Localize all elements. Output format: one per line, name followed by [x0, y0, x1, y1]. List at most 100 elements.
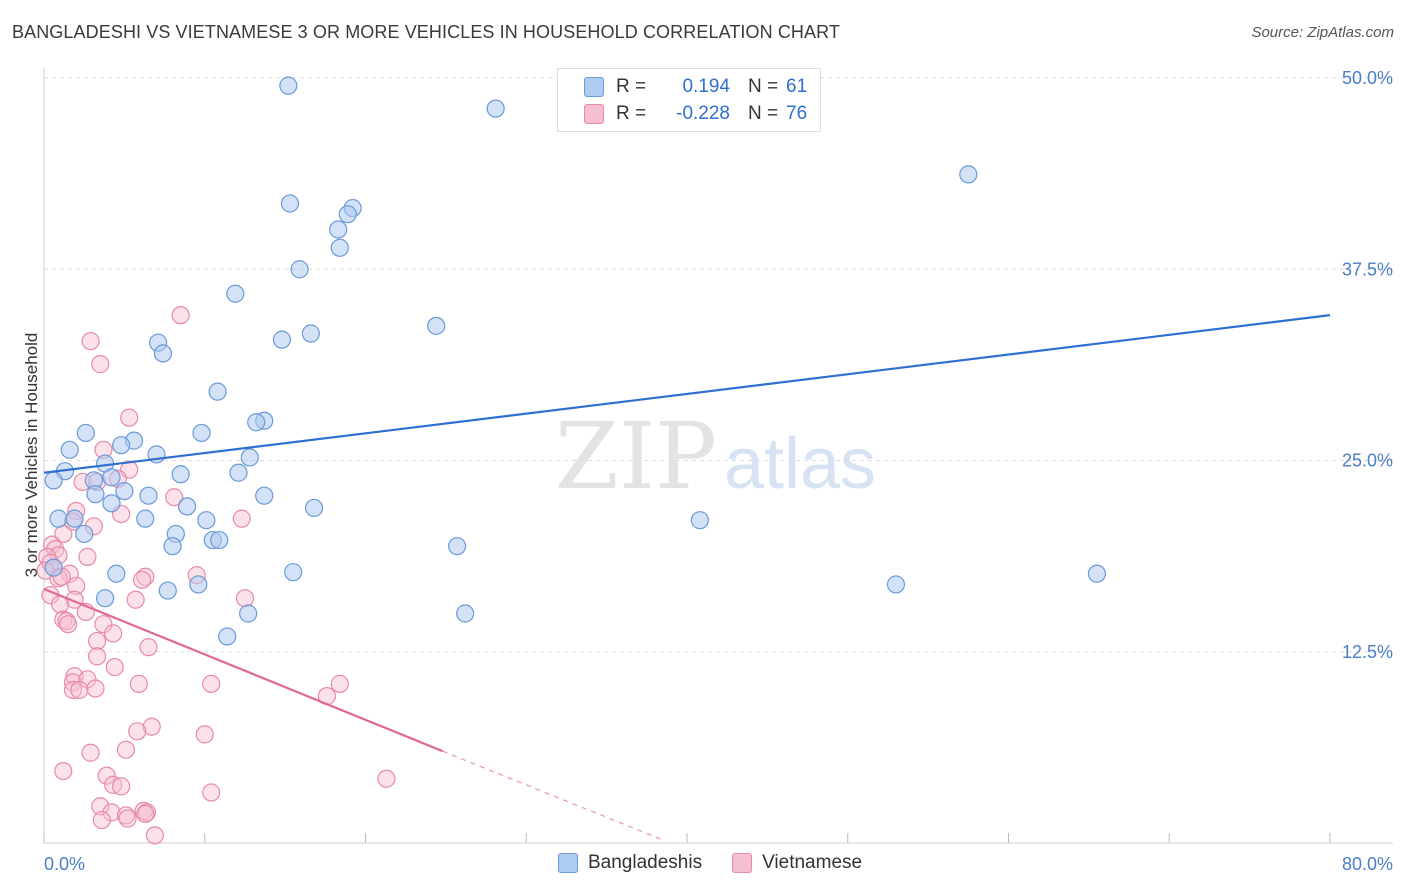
- x-axis-ticks: [43, 833, 1331, 843]
- vietnamese-point: [126, 590, 145, 609]
- bangladeshi-point: [456, 604, 475, 623]
- vietnamese-point: [87, 631, 107, 651]
- bangladeshi-point: [49, 509, 68, 528]
- bangladeshi-point: [95, 589, 115, 608]
- bangladeshi-point: [886, 575, 906, 594]
- r-label: R =: [616, 76, 647, 97]
- bangladeshi-point: [189, 575, 208, 594]
- vietnamese-trend-line: [43, 588, 444, 753]
- blue-swatch: [558, 853, 578, 873]
- vietnamese-points: [36, 306, 396, 845]
- vietnamese-point: [87, 647, 107, 666]
- source-label: Source: ZipAtlas.com: [1251, 24, 1394, 41]
- vietnamese-point: [120, 408, 139, 427]
- bangladeshi-point: [60, 440, 79, 459]
- blue-swatch: [584, 77, 604, 97]
- y-tick-label: 25.0%: [1342, 451, 1393, 471]
- bangladeshi-point: [197, 511, 216, 530]
- vietnamese-point: [132, 570, 152, 589]
- bangladeshi-point: [115, 482, 134, 501]
- legend-row-bangladeshi: R = 0.194 N = 61: [584, 74, 807, 100]
- vietnamese-point: [54, 761, 73, 781]
- y-tick-label: 50.0%: [1342, 68, 1393, 88]
- bangladeshi-point: [218, 627, 237, 646]
- bangladeshi-point: [86, 485, 105, 504]
- vietnamese-point: [195, 725, 214, 744]
- vietnamese-point: [63, 680, 83, 700]
- vietnamese-point: [104, 624, 123, 643]
- vietnamese-point: [92, 810, 111, 830]
- r-value: 0.194: [682, 76, 730, 97]
- vietnamese-point: [97, 766, 116, 785]
- bangladeshi-point: [255, 486, 274, 505]
- bangladeshi-point: [153, 344, 173, 363]
- vietnamese-point: [142, 717, 161, 736]
- vietnamese-point: [128, 722, 147, 741]
- bangladeshi-point: [239, 604, 258, 623]
- vietnamese-point: [136, 567, 155, 586]
- bangladeshi-point: [448, 537, 467, 556]
- bangladeshi-point: [690, 511, 709, 530]
- r-value: -0.228: [676, 103, 730, 124]
- vietnamese-point: [86, 679, 105, 698]
- legend-item-bangladeshis[interactable]: Bangladeshis: [558, 852, 702, 874]
- vietnamese-point: [116, 806, 136, 825]
- legend: R = 0.194 N = 61 R = -0.228 N = 76: [557, 68, 821, 132]
- vietnamese-point: [67, 576, 86, 596]
- vietnamese-point: [102, 803, 121, 822]
- pink-swatch: [584, 104, 604, 124]
- bangladeshi-point: [226, 284, 245, 303]
- bangladeshi-point: [486, 99, 505, 118]
- bangladeshi-point: [163, 537, 182, 556]
- r-label: R =: [616, 103, 647, 124]
- vietnamese-point: [94, 615, 113, 634]
- bangladeshi-point: [158, 581, 177, 600]
- vietnamese-point: [235, 589, 255, 608]
- vietnamese-point: [57, 612, 76, 631]
- bangladeshi-point: [330, 238, 349, 257]
- bangladeshi-point: [272, 330, 292, 349]
- vietnamese-point: [377, 769, 396, 788]
- trend-lines: [43, 314, 1331, 841]
- vietnamese-point: [81, 743, 100, 762]
- vietnamese-point: [165, 488, 184, 507]
- grid-lines: [44, 77, 1393, 653]
- bangladeshi-point: [1087, 564, 1107, 583]
- bangladeshi-point: [75, 524, 94, 544]
- y-tick-labels: 12.5% 25.0% 37.5% 50.0%: [1342, 68, 1393, 662]
- y-tick-label: 12.5%: [1342, 642, 1393, 662]
- bangladeshi-point: [210, 530, 229, 550]
- axes: [43, 68, 1393, 844]
- n-value: 61: [786, 76, 808, 97]
- vietnamese-point: [70, 680, 89, 700]
- bangladeshi-point: [102, 468, 121, 487]
- bangladeshi-point: [301, 324, 320, 343]
- vietnamese-point: [136, 804, 155, 824]
- vietnamese-point: [78, 547, 97, 566]
- vietnamese-point: [232, 509, 251, 528]
- bangladeshi-point: [959, 165, 978, 184]
- vietnamese-point: [81, 332, 100, 351]
- bangladeshi-point: [329, 220, 348, 239]
- bangladeshi-point: [247, 413, 266, 432]
- vietnamese-point: [112, 777, 131, 796]
- bangladeshi-trend-line: [43, 314, 1331, 474]
- x-tick-label-max: 80.0%: [1342, 854, 1393, 874]
- bangladeshi-point: [177, 497, 197, 516]
- bangladeshi-point: [112, 436, 131, 455]
- legend-label: Vietnamese: [762, 852, 863, 873]
- bangladeshi-point: [304, 498, 324, 518]
- bangladeshi-point: [65, 509, 84, 528]
- vietnamese-trend-extension: [442, 750, 664, 841]
- n-label: N =: [748, 103, 779, 124]
- bangladeshi-point: [279, 76, 298, 95]
- chart-title: BANGLADESHI VS VIETNAMESE 3 OR MORE VEHI…: [12, 22, 841, 42]
- bangladeshi-point: [240, 448, 259, 467]
- vietnamese-point: [171, 306, 190, 325]
- bangladeshi-point: [136, 509, 155, 528]
- bangladeshi-point: [192, 423, 211, 443]
- bangladeshi-points: [44, 76, 1107, 646]
- legend-item-vietnamese[interactable]: Vietnamese: [732, 852, 862, 874]
- vietnamese-point: [91, 355, 110, 374]
- pink-swatch: [732, 853, 753, 873]
